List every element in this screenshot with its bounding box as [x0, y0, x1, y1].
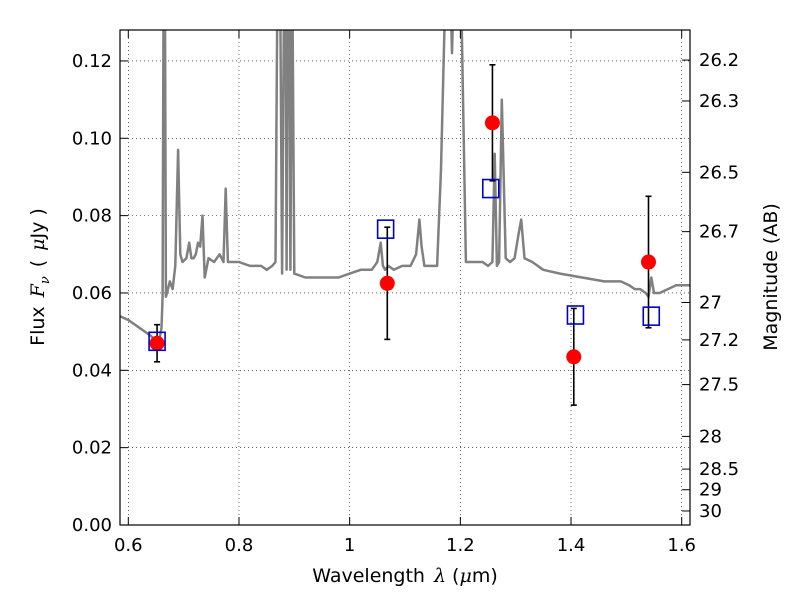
- x-axis-label-symbol: λ: [433, 565, 446, 587]
- x-tick-label: 1: [344, 535, 355, 556]
- observed-flux-point: [640, 254, 656, 270]
- x-axis-label-unit-mu: μ: [459, 565, 471, 587]
- y-tick-label: 0.06: [72, 283, 112, 304]
- y2-tick-label: 30: [699, 501, 722, 522]
- y-axis-label-text: Flux: [27, 306, 49, 346]
- observed-flux-point: [484, 115, 500, 131]
- y2-tick-label: 27.2: [699, 330, 739, 351]
- y2-tick-label: 27.5: [699, 375, 739, 396]
- observed-flux-point: [149, 335, 165, 351]
- observed-flux-point: [379, 275, 395, 291]
- model-flux-square: [376, 219, 395, 239]
- spectrum-line: [120, 30, 690, 345]
- y2-tick-label: 26.2: [699, 50, 739, 71]
- y-axis-label-symbol: F: [27, 283, 49, 298]
- y-tick-label: 0.10: [72, 128, 112, 149]
- plot-series: [120, 30, 690, 406]
- x-tick-label: 1.4: [557, 535, 586, 556]
- plot-frame: [119, 29, 691, 526]
- y2-tick-label: 28: [699, 426, 722, 447]
- x-axis-label-text: Wavelength: [312, 565, 425, 587]
- y2-tick-label: 26.5: [699, 162, 739, 183]
- y-axis-label-subscript: ν: [38, 276, 53, 284]
- x-axis-label-unit-rest: m): [472, 565, 498, 587]
- x-tick-label: 1.6: [667, 535, 696, 556]
- y2-tick-label: 28.5: [699, 459, 739, 480]
- y2-tick-label: 26.3: [699, 91, 739, 112]
- x-tick-label: 1.2: [446, 535, 475, 556]
- y2-tick-label: 26.7: [699, 222, 739, 243]
- y-tick-label: 0.02: [72, 438, 112, 459]
- y-tick-label: 0.08: [72, 206, 112, 227]
- model-flux-square: [642, 306, 661, 326]
- x-axis-label: Wavelength λ (μm): [312, 565, 497, 587]
- y-tick-label: 0.12: [72, 51, 112, 72]
- model-flux-square: [148, 331, 166, 352]
- observed-flux-point: [566, 349, 582, 365]
- y-axis-label-unit-open: (: [27, 260, 49, 267]
- model-flux-square: [566, 305, 585, 325]
- model-flux-square: [481, 178, 500, 199]
- y2-tick-label: 29: [699, 480, 722, 501]
- axis-ticks: 0.6 0.8 1 1.2 1.4 1.6 0.00 0.02 0.04 0.06 0.08 0.10…: [72, 30, 739, 556]
- y-axis-label-unit-mu: μ: [27, 238, 49, 250]
- y-tick-label: 0.04: [72, 360, 112, 381]
- y-axis-label-unit-rest: Jy ): [27, 208, 49, 239]
- x-axis-label-unit-open: (: [452, 565, 459, 587]
- y-tick-label: 0.00: [72, 515, 112, 536]
- plot-background: [120, 30, 690, 525]
- x-tick-label: 0.8: [225, 535, 254, 556]
- y-axis-label: Flux Fν ( μJy ): [27, 208, 53, 346]
- y2-tick-label: 27: [699, 292, 722, 313]
- y2-axis-label: Magnitude (AB): [760, 203, 782, 351]
- x-tick-label: 0.6: [114, 535, 143, 556]
